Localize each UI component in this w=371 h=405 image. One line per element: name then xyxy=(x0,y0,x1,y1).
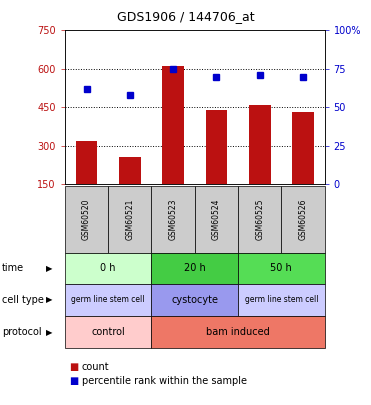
Text: GSM60525: GSM60525 xyxy=(255,199,264,241)
Text: 50 h: 50 h xyxy=(270,263,292,273)
Text: protocol: protocol xyxy=(2,327,42,337)
Text: cystocyte: cystocyte xyxy=(171,295,218,305)
Bar xyxy=(292,113,314,184)
Text: GSM60523: GSM60523 xyxy=(169,199,178,241)
Text: ▶: ▶ xyxy=(46,328,53,337)
Text: cell type: cell type xyxy=(2,295,44,305)
Text: time: time xyxy=(2,263,24,273)
Bar xyxy=(76,141,97,184)
Text: count: count xyxy=(82,362,109,371)
Text: germ line stem cell: germ line stem cell xyxy=(244,295,318,304)
Bar xyxy=(206,110,227,184)
Text: 20 h: 20 h xyxy=(184,263,206,273)
Text: ■: ■ xyxy=(69,362,78,371)
Text: GDS1906 / 144706_at: GDS1906 / 144706_at xyxy=(117,10,254,23)
Text: percentile rank within the sample: percentile rank within the sample xyxy=(82,376,247,386)
Bar xyxy=(249,105,270,184)
Text: germ line stem cell: germ line stem cell xyxy=(72,295,145,304)
Text: 0 h: 0 h xyxy=(101,263,116,273)
Bar xyxy=(119,157,141,184)
Text: GSM60520: GSM60520 xyxy=(82,199,91,241)
Text: ▶: ▶ xyxy=(46,264,53,273)
Text: ▶: ▶ xyxy=(46,295,53,304)
Bar xyxy=(162,66,184,184)
Text: bam induced: bam induced xyxy=(206,327,270,337)
Text: control: control xyxy=(91,327,125,337)
Text: GSM60526: GSM60526 xyxy=(299,199,308,241)
Text: GSM60521: GSM60521 xyxy=(125,199,134,241)
Text: GSM60524: GSM60524 xyxy=(212,199,221,241)
Text: ■: ■ xyxy=(69,376,78,386)
